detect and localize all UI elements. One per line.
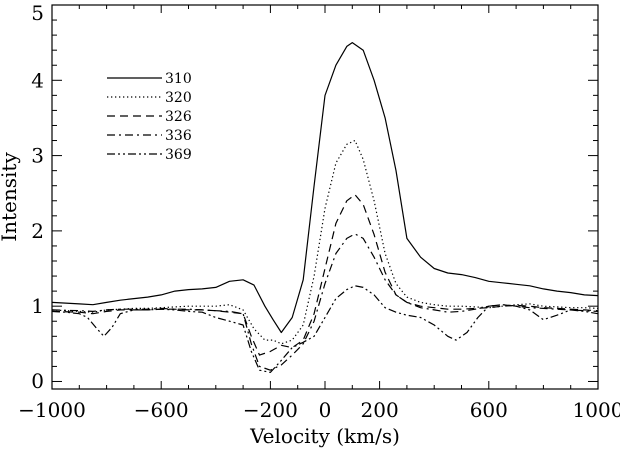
legend-label: 320 bbox=[165, 90, 192, 106]
x-tick-label: 200 bbox=[361, 398, 399, 422]
x-tick-label: 0 bbox=[319, 398, 332, 422]
series-line-369 bbox=[51, 285, 599, 373]
legend-label: 310 bbox=[165, 71, 192, 87]
x-axis: −1000 −600 −200 0 200 600 1000 bbox=[18, 5, 620, 422]
x-tick-label: −600 bbox=[134, 398, 189, 422]
y-tick-label: 1 bbox=[31, 294, 44, 318]
x-tick-label: 600 bbox=[470, 398, 508, 422]
y-tick-label: 2 bbox=[31, 219, 44, 243]
plot-frame bbox=[51, 4, 599, 390]
x-tick-label: −200 bbox=[243, 398, 298, 422]
legend-label: 336 bbox=[165, 128, 192, 144]
series-line-336 bbox=[51, 233, 599, 371]
x-tick-label: −1000 bbox=[18, 398, 86, 422]
legend: 310 320 326 336 369 bbox=[107, 71, 192, 163]
y-tick-label: 0 bbox=[31, 369, 44, 393]
y-axis: 0 1 2 3 4 5 bbox=[31, 1, 598, 393]
y-tick-label: 5 bbox=[31, 1, 44, 25]
series-line-320 bbox=[51, 139, 599, 345]
legend-label: 326 bbox=[165, 109, 192, 125]
x-axis-title: Velocity (km/s) bbox=[249, 424, 400, 448]
series-line-310 bbox=[51, 42, 599, 334]
y-axis-title: Intensity bbox=[0, 152, 21, 242]
x-tick-label: 1000 bbox=[573, 398, 620, 422]
series-line-326 bbox=[51, 194, 599, 356]
legend-label: 369 bbox=[165, 147, 192, 163]
series-group bbox=[51, 42, 599, 373]
y-tick-label: 3 bbox=[31, 144, 44, 168]
y-tick-label: 4 bbox=[31, 68, 44, 92]
